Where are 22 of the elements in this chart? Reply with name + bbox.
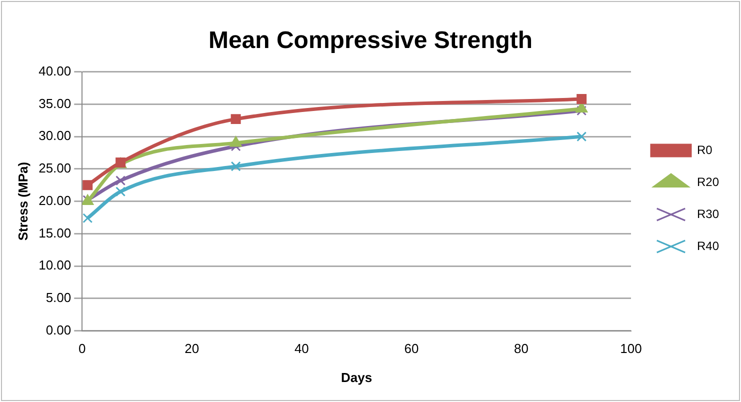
x-tick-label: 100 [620, 341, 642, 356]
y-tick-label: 10.00 [38, 258, 72, 273]
y-tick-label: 15.00 [38, 225, 72, 240]
y-tick-label: 40.00 [38, 63, 72, 78]
y-tick-label: 5.00 [46, 290, 72, 306]
chart-title: Mean Compressive Strength [208, 27, 533, 54]
legend-label: R0 [696, 142, 713, 157]
y-axis-title: Stress (MPa) [15, 162, 30, 241]
y-tick-label: 0.00 [46, 322, 72, 338]
x-tick-label: 20 [184, 341, 200, 356]
x-tick-label: 0 [78, 341, 86, 356]
y-tick-label: 25.00 [38, 160, 72, 176]
legend-label: R40 [696, 238, 720, 253]
x-tick-label: 40 [294, 341, 309, 356]
legend-label: R30 [696, 206, 720, 221]
legend-label: R20 [696, 174, 720, 189]
y-tick-label: 35.00 [38, 96, 72, 111]
x-tick-label: 60 [404, 341, 419, 356]
y-tick-label: 20.00 [38, 192, 72, 208]
x-axis-title: Days [341, 370, 372, 385]
x-tick-label: 80 [514, 341, 528, 356]
y-tick-label: 30.00 [38, 128, 72, 144]
